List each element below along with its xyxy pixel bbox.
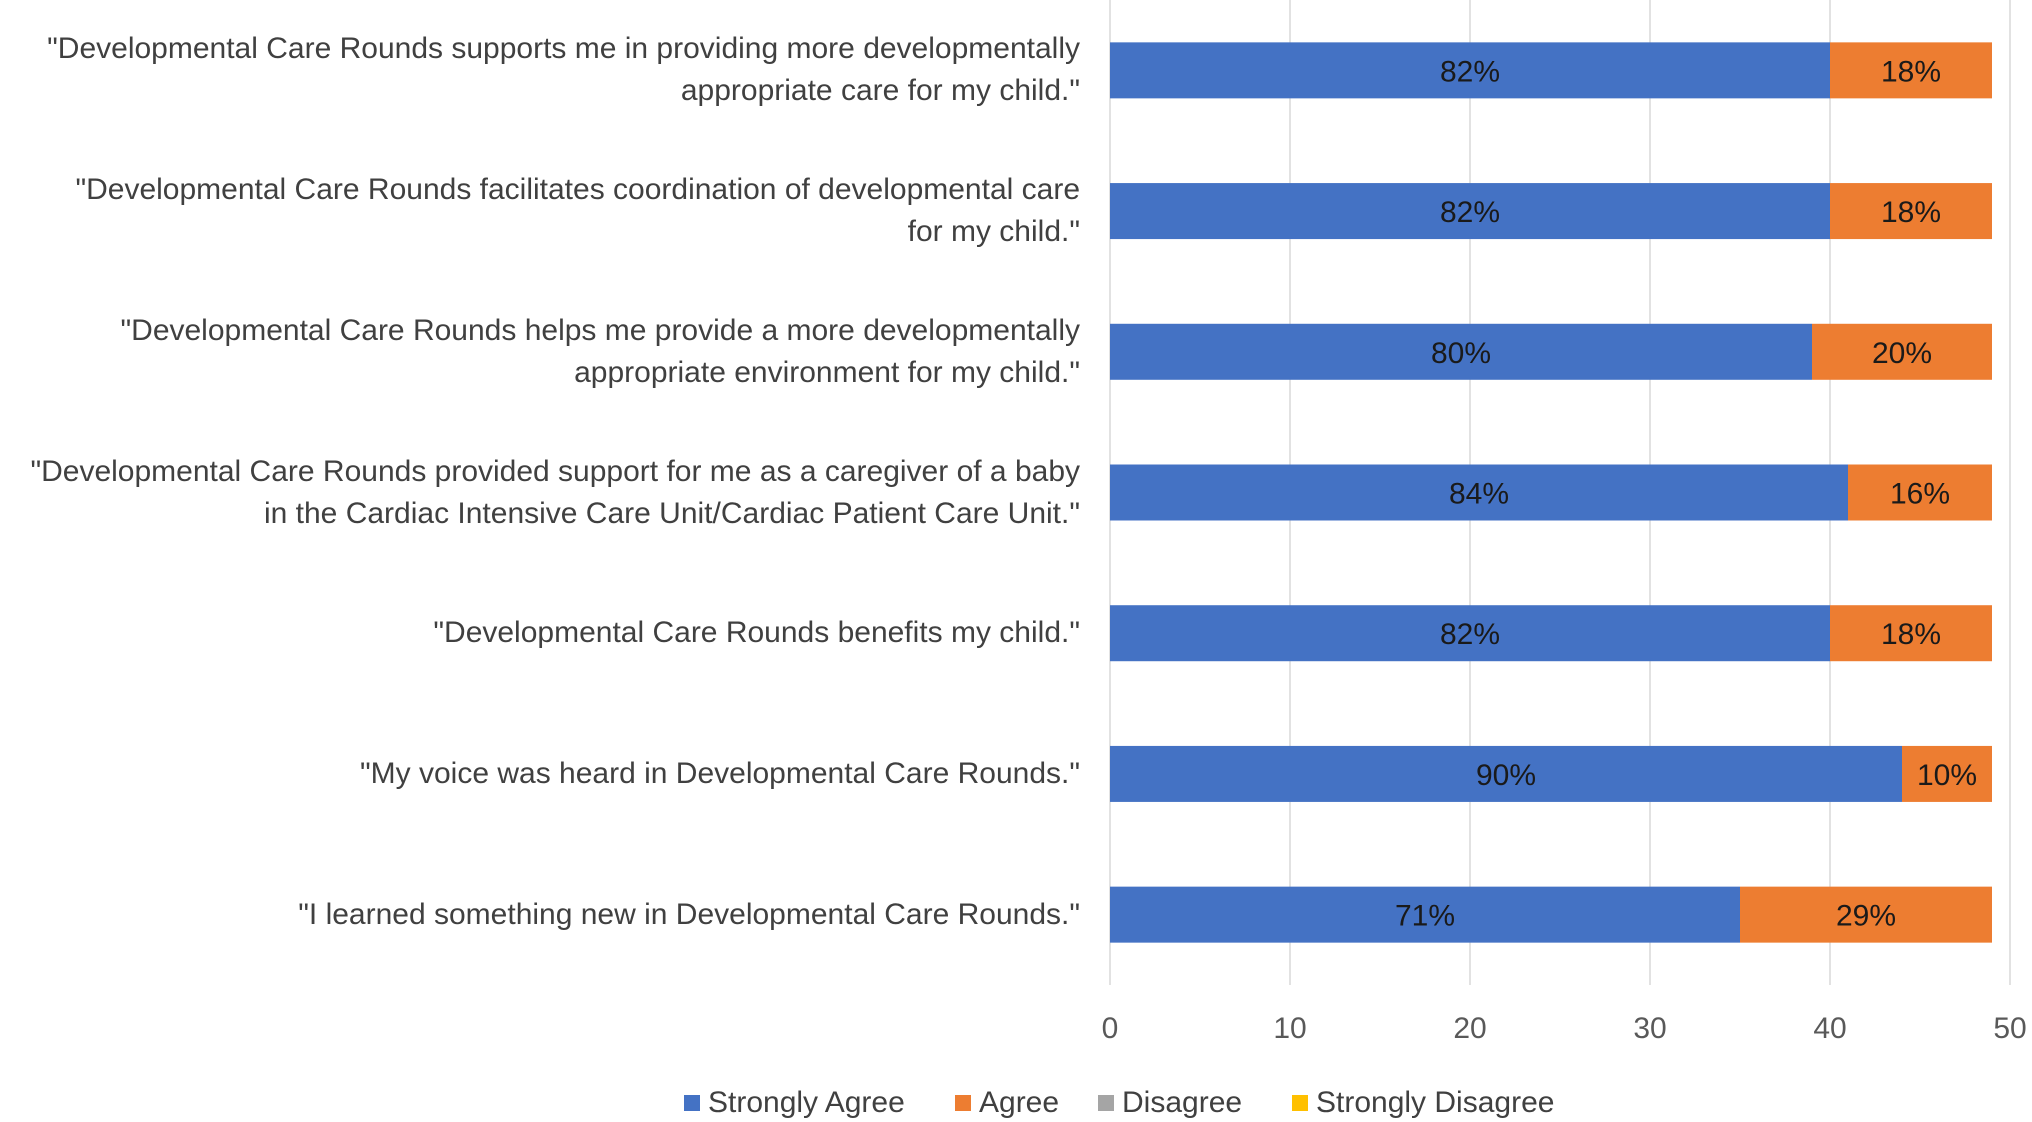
category-label-line: "Developmental Care Rounds facilitates c…	[75, 173, 1080, 207]
legend-item: Strongly Disagree	[1292, 1084, 1554, 1122]
category-label-line: "My voice was heard in Developmental Car…	[360, 756, 1080, 790]
bar-segment	[1110, 464, 1848, 521]
category-label: "Developmental Care Rounds benefits my c…	[0, 612, 1080, 654]
data-label: 20%	[1872, 337, 1932, 370]
bar-segment	[1830, 605, 1992, 662]
x-tick-label: 30	[1633, 1012, 1666, 1045]
x-tick-label: 40	[1813, 1012, 1846, 1045]
bar-segment	[1110, 605, 1830, 662]
category-label: "I learned something new in Developmenta…	[0, 894, 1080, 936]
legend-item: Agree	[955, 1084, 1059, 1122]
x-tick-label: 50	[1993, 1012, 2026, 1045]
category-label: "Developmental Care Rounds supports me i…	[0, 28, 1080, 112]
bar-segment	[1110, 745, 1902, 802]
bar-segment	[1110, 183, 1830, 240]
data-label: 80%	[1431, 337, 1491, 370]
bar-segment	[1110, 886, 1740, 943]
data-label: 82%	[1440, 55, 1500, 88]
category-label-line: "Developmental Care Rounds provided supp…	[30, 454, 1080, 488]
data-label: 82%	[1440, 618, 1500, 651]
data-label: 18%	[1881, 196, 1941, 229]
x-tick-label: 20	[1453, 1012, 1486, 1045]
category-label-line: in the Cardiac Intensive Care Unit/Cardi…	[263, 496, 1080, 530]
category-label: "Developmental Care Rounds provided supp…	[0, 451, 1080, 535]
legend-swatch	[1098, 1095, 1114, 1111]
category-label: "Developmental Care Rounds facilitates c…	[0, 169, 1080, 253]
category-label: "Developmental Care Rounds helps me prov…	[0, 310, 1081, 394]
category-label-line: "Developmental Care Rounds helps me prov…	[120, 313, 1081, 347]
legend-label: Disagree	[1122, 1086, 1243, 1119]
category-label-line: appropriate environment for my child."	[574, 355, 1080, 389]
data-label: 90%	[1476, 759, 1536, 792]
x-tick-label: 0	[1102, 1012, 1119, 1045]
bar-segment	[1902, 745, 1992, 802]
category-label-line: "Developmental Care Rounds supports me i…	[47, 32, 1080, 66]
bar-segment	[1830, 183, 1992, 240]
data-label: 18%	[1881, 618, 1941, 651]
data-label: 29%	[1836, 900, 1896, 933]
legend-label: Strongly Agree	[708, 1086, 905, 1119]
category-label-line: "Developmental Care Rounds benefits my c…	[433, 616, 1080, 650]
x-tick-label: 10	[1273, 1012, 1306, 1045]
category-label-line: for my child."	[907, 215, 1080, 249]
legend-label: Agree	[979, 1086, 1060, 1119]
bar-segment	[1830, 42, 1992, 99]
legend-swatch	[1292, 1095, 1308, 1111]
data-label: 10%	[1917, 759, 1977, 792]
bar-segment	[1110, 323, 1812, 380]
bar-segment	[1740, 886, 1992, 943]
bar-segment	[1812, 323, 1992, 380]
bar-segment	[1110, 42, 1830, 99]
data-label: 16%	[1890, 478, 1950, 511]
legend-item: Strongly Agree	[684, 1084, 905, 1122]
legend-swatch	[684, 1095, 700, 1111]
legend: Strongly Agree Agree Disagree Strongly Disa…	[0, 1084, 2032, 1122]
legend-item: Disagree	[1098, 1084, 1242, 1122]
category-label-line: appropriate care for my child."	[680, 74, 1080, 108]
category-label-line: "I learned something new in Developmenta…	[298, 897, 1080, 931]
data-label: 84%	[1449, 478, 1509, 511]
data-label: 18%	[1881, 55, 1941, 88]
category-label: "My voice was heard in Developmental Car…	[0, 753, 1080, 795]
data-label: 82%	[1440, 196, 1500, 229]
legend-swatch	[955, 1095, 971, 1111]
data-label: 71%	[1395, 900, 1455, 933]
legend-label: Strongly Disagree	[1316, 1086, 1555, 1119]
bar-segment	[1848, 464, 1992, 521]
